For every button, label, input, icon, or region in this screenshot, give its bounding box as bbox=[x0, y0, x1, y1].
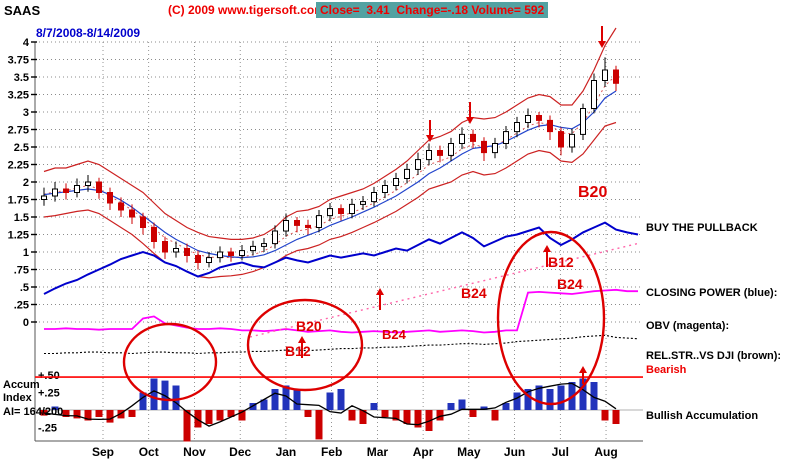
closing-power-line bbox=[43, 221, 639, 295]
svg-text:4: 4 bbox=[23, 37, 30, 49]
lower-band-line bbox=[43, 121, 617, 279]
svg-text:Oct: Oct bbox=[139, 445, 159, 459]
candlestick-series bbox=[41, 57, 619, 270]
svg-text:Jun: Jun bbox=[504, 445, 525, 459]
svg-text:Nov: Nov bbox=[183, 445, 206, 459]
accum-label-line2: Index bbox=[3, 392, 32, 404]
blue-ma-line bbox=[43, 90, 617, 259]
svg-text:B24: B24 bbox=[557, 276, 583, 292]
svg-text:Apr: Apr bbox=[413, 445, 434, 459]
svg-text:3: 3 bbox=[23, 107, 29, 119]
svg-text:May: May bbox=[457, 445, 481, 459]
svg-text:-.25: -.25 bbox=[38, 423, 57, 435]
svg-text:3.5: 3.5 bbox=[14, 72, 29, 84]
bearish-label: Bearish bbox=[646, 364, 687, 376]
obv-label: OBV (magenta): bbox=[646, 320, 730, 332]
signal-labels: B20 B12 B24 B24 B24 B20 B12 bbox=[285, 184, 607, 359]
buy-the-pullback-label: BUY THE PULLBACK bbox=[646, 222, 758, 234]
accum-label-line1: Accum bbox=[3, 379, 40, 391]
svg-text:.75: .75 bbox=[14, 265, 29, 277]
accum-ma-line bbox=[43, 382, 617, 427]
svg-text:Jul: Jul bbox=[552, 445, 569, 459]
svg-text:B12: B12 bbox=[548, 254, 574, 270]
signal-arrows bbox=[298, 26, 606, 384]
svg-text:.25: .25 bbox=[14, 300, 29, 312]
svg-text:Sep: Sep bbox=[92, 445, 114, 459]
svg-text:3.25: 3.25 bbox=[8, 90, 29, 102]
svg-text:0: 0 bbox=[23, 317, 29, 329]
upper-band-line bbox=[43, 27, 617, 240]
svg-text:B24: B24 bbox=[382, 327, 407, 342]
bullish-accumulation-label: Bullish Accumulation bbox=[646, 410, 759, 422]
svg-text:B20: B20 bbox=[296, 318, 322, 334]
svg-text:2: 2 bbox=[23, 177, 29, 189]
svg-text:2.25: 2.25 bbox=[8, 160, 29, 172]
svg-text:Mar: Mar bbox=[367, 445, 389, 459]
ticker-symbol: SAAS bbox=[4, 3, 41, 18]
svg-text:1.5: 1.5 bbox=[14, 212, 29, 224]
trend-dotted-line bbox=[249, 242, 641, 338]
svg-text:Feb: Feb bbox=[321, 445, 342, 459]
quote-stats: Close= 3.41 Change=-.18 Volume= 592 bbox=[316, 2, 549, 18]
rel-str-label: REL.STR..VS DJI (brown): bbox=[646, 350, 782, 362]
svg-text:+.25: +.25 bbox=[38, 388, 60, 400]
price-axis-labels: 43.753.53.2532.752.52.2521.751.51.251.75… bbox=[8, 37, 37, 329]
svg-text:2.5: 2.5 bbox=[14, 142, 29, 154]
svg-text:B12: B12 bbox=[285, 343, 311, 359]
svg-text:+.50: +.50 bbox=[38, 370, 60, 382]
svg-text:B20: B20 bbox=[578, 184, 607, 201]
accum-axis-labels: +.50 +.25 -.25 bbox=[38, 370, 60, 435]
date-range: 8/7/2008-8/14/2009 bbox=[36, 26, 141, 40]
signal-ellipses bbox=[122, 230, 606, 406]
svg-text:1.25: 1.25 bbox=[8, 230, 29, 242]
closing-power-label: CLOSING POWER (blue): bbox=[646, 287, 778, 299]
rel-strength-line bbox=[44, 334, 639, 355]
svg-text:2.75: 2.75 bbox=[8, 125, 29, 137]
accum-index-value: AI= 164/200 bbox=[3, 406, 64, 418]
svg-text:3.75: 3.75 bbox=[8, 55, 29, 67]
copyright-text: (C) 2009 www.tigersoft.com bbox=[168, 3, 325, 17]
svg-text:1: 1 bbox=[23, 247, 29, 259]
svg-text:B24: B24 bbox=[461, 285, 487, 301]
svg-text:Dec: Dec bbox=[229, 445, 251, 459]
svg-text:1.75: 1.75 bbox=[8, 195, 29, 207]
month-axis-labels: Sep Oct Nov Dec Jan Feb Mar Apr May Jun Jul Aug bbox=[92, 445, 618, 459]
obv-line bbox=[44, 288, 638, 334]
svg-text:Aug: Aug bbox=[594, 445, 617, 459]
svg-text:.5: .5 bbox=[20, 282, 29, 294]
svg-text:Jan: Jan bbox=[276, 445, 297, 459]
